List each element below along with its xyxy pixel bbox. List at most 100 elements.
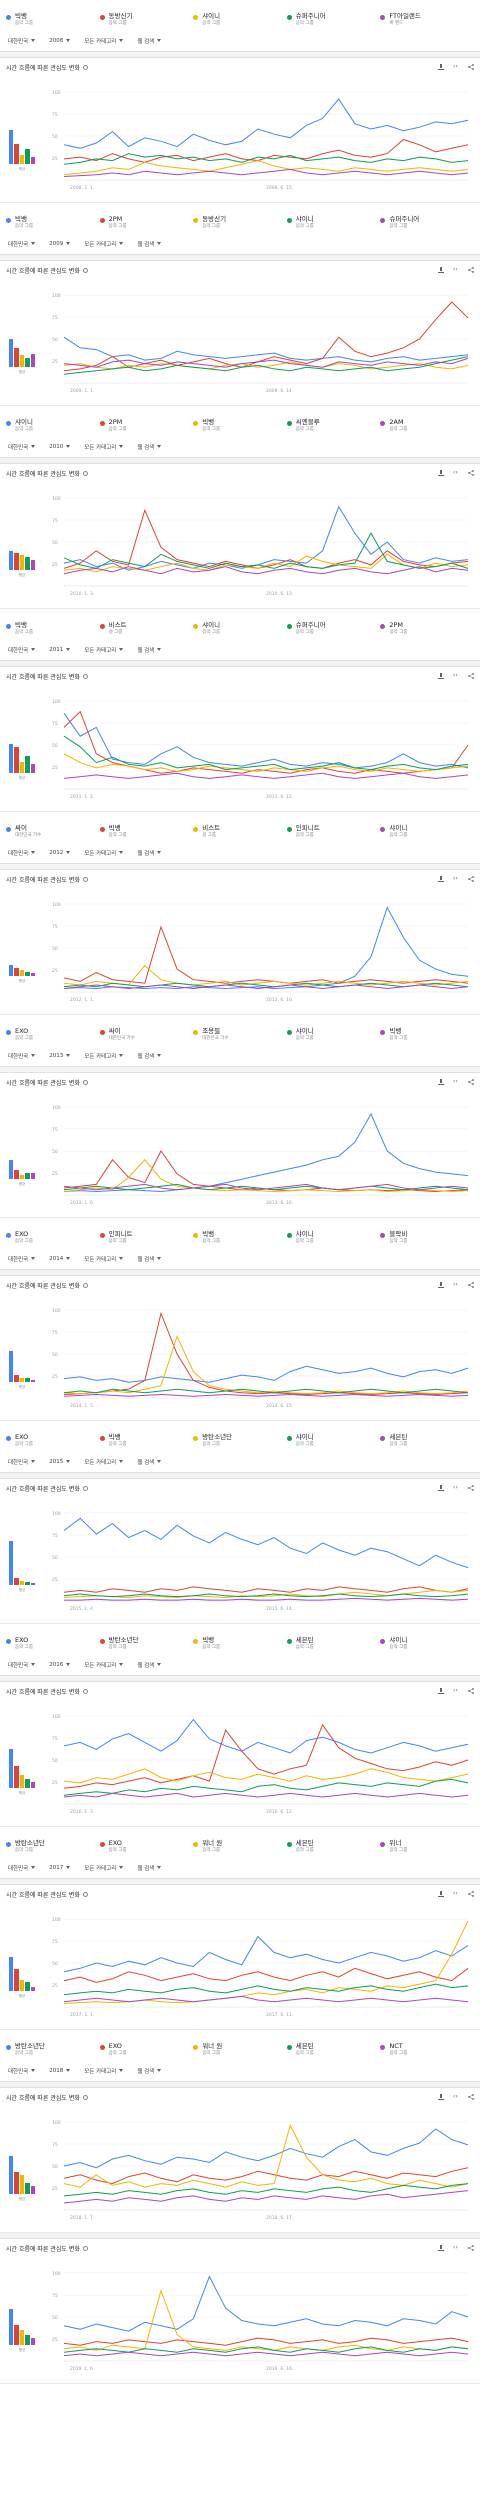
year-filter[interactable]: 2013	[49, 1053, 71, 1059]
download-icon[interactable]	[438, 1891, 444, 1897]
help-icon[interactable]	[82, 2245, 88, 2251]
compare-term[interactable]: 방탄소년단 음악 그룹	[99, 1630, 194, 1654]
year-filter[interactable]: 2011	[49, 647, 71, 653]
search-type-filter[interactable]: 웹 검색	[137, 1864, 162, 1872]
compare-term[interactable]: 2PM 음악 그룹	[99, 209, 194, 233]
search-type-filter[interactable]: 웹 검색	[137, 1661, 162, 1669]
compare-term[interactable]: 동방신기 음악 그룹	[99, 6, 194, 30]
compare-term[interactable]: 샤이니 음악 그룹	[286, 1224, 381, 1248]
compare-term[interactable]: EXO 음악 그룹	[6, 1427, 100, 1451]
compare-term[interactable]: 조용필 대한민국 가수	[193, 1021, 287, 1045]
share-icon[interactable]	[468, 1891, 474, 1897]
compare-term[interactable]: EXO 음악 그룹	[99, 1833, 194, 1857]
help-icon[interactable]	[82, 1688, 88, 1694]
year-filter[interactable]: 2012	[49, 850, 71, 856]
help-icon[interactable]	[82, 1282, 88, 1288]
compare-term[interactable]: 샤이니 음악 그룹	[193, 615, 287, 639]
year-filter[interactable]: 2018	[49, 2068, 71, 2074]
category-filter[interactable]: 모든 카테고리	[84, 1864, 124, 1872]
year-filter[interactable]: 2017	[49, 1865, 71, 1871]
compare-term[interactable]: 샤이니 음악 그룹	[380, 818, 474, 842]
compare-term[interactable]: EXO 음악 그룹	[6, 1630, 100, 1654]
search-type-filter[interactable]: 웹 검색	[137, 443, 162, 451]
share-icon[interactable]	[468, 1688, 474, 1694]
help-icon[interactable]	[82, 1891, 88, 1897]
search-type-filter[interactable]: 웹 검색	[137, 2067, 162, 2075]
compare-term[interactable]: 빅뱅 음악 그룹	[193, 1630, 287, 1654]
country-filter[interactable]: 대한민국	[8, 1255, 36, 1263]
compare-term[interactable]: 2PM 음악 그룹	[380, 615, 474, 639]
category-filter[interactable]: 모든 카테고리	[84, 1661, 124, 1669]
share-icon[interactable]	[468, 267, 474, 273]
embed-icon[interactable]: ‹›	[453, 1078, 458, 1085]
compare-term[interactable]: 방탄소년단 음악 그룹	[193, 1427, 287, 1451]
search-type-filter[interactable]: 웹 검색	[137, 1052, 162, 1060]
compare-term[interactable]: EXO 음악 그룹	[6, 1224, 100, 1248]
search-type-filter[interactable]: 웹 검색	[137, 1458, 162, 1466]
year-filter[interactable]: 2008	[49, 38, 71, 44]
help-icon[interactable]	[82, 1079, 88, 1085]
embed-icon[interactable]: ‹›	[453, 2093, 458, 2100]
embed-icon[interactable]: ‹›	[453, 1281, 458, 1288]
compare-term[interactable]: 빅뱅 음악 그룹	[380, 1021, 474, 1045]
share-icon[interactable]	[468, 2094, 474, 2100]
category-filter[interactable]: 모든 카테고리	[84, 2067, 124, 2075]
compare-term[interactable]: 씨엔블루 음악 그룹	[286, 412, 381, 436]
compare-term[interactable]: 빅뱅 음악 그룹	[6, 615, 100, 639]
compare-term[interactable]: 슈퍼주니어 음악 그룹	[286, 6, 381, 30]
download-icon[interactable]	[438, 876, 444, 882]
compare-term[interactable]: 위너 음악 그룹	[380, 1833, 474, 1857]
compare-term[interactable]: 세븐틴 음악 그룹	[380, 1427, 474, 1451]
compare-term[interactable]: EXO 음악 그룹	[6, 1021, 100, 1045]
year-filter[interactable]: 2009	[49, 241, 71, 247]
compare-term[interactable]: 방탄소년단 음악 그룹	[6, 2036, 100, 2060]
category-filter[interactable]: 모든 카테고리	[84, 1052, 124, 1060]
compare-term[interactable]: 블락비 음악 그룹	[380, 1224, 474, 1248]
embed-icon[interactable]: ‹›	[453, 1890, 458, 1897]
compare-term[interactable]: 샤이니 음악 그룹	[6, 412, 100, 436]
year-filter[interactable]: 2010	[49, 444, 71, 450]
country-filter[interactable]: 대한민국	[8, 1661, 36, 1669]
compare-term[interactable]: 빅뱅 음악 그룹	[193, 1224, 287, 1248]
compare-term[interactable]: 워너 원 음악 그룹	[193, 2036, 287, 2060]
compare-term[interactable]: 비스트 걸 그룹	[99, 615, 194, 639]
download-icon[interactable]	[438, 2094, 444, 2100]
country-filter[interactable]: 대한민국	[8, 1864, 36, 1872]
year-filter[interactable]: 2016	[49, 1662, 71, 1668]
compare-term[interactable]: 빅뱅 음악 그룹	[6, 209, 100, 233]
embed-icon[interactable]: ‹›	[453, 672, 458, 679]
compare-term[interactable]: 샤이니 음악 그룹	[286, 209, 381, 233]
category-filter[interactable]: 모든 카테고리	[84, 37, 124, 45]
search-type-filter[interactable]: 웹 검색	[137, 646, 162, 654]
compare-term[interactable]: 빅뱅 음악 그룹	[193, 412, 287, 436]
compare-term[interactable]: 샤이니 음악 그룹	[380, 1630, 474, 1654]
compare-term[interactable]: 싸이 대한민국 가수	[6, 818, 100, 842]
compare-term[interactable]: 인피니트 음악 그룹	[99, 1224, 194, 1248]
help-icon[interactable]	[82, 2094, 88, 2100]
embed-icon[interactable]: ‹›	[453, 1484, 458, 1491]
category-filter[interactable]: 모든 카테고리	[84, 849, 124, 857]
category-filter[interactable]: 모든 카테고리	[84, 240, 124, 248]
compare-term[interactable]: 세븐틴 음악 그룹	[286, 1833, 381, 1857]
embed-icon[interactable]: ‹›	[453, 266, 458, 273]
share-icon[interactable]	[468, 64, 474, 70]
download-icon[interactable]	[438, 2245, 444, 2251]
download-icon[interactable]	[438, 1485, 444, 1491]
help-icon[interactable]	[82, 1485, 88, 1491]
compare-term[interactable]: 워너 원 음악 그룹	[193, 1833, 287, 1857]
category-filter[interactable]: 모든 카테고리	[84, 1458, 124, 1466]
share-icon[interactable]	[468, 1282, 474, 1288]
compare-term[interactable]: NCT 음악 그룹	[380, 2036, 474, 2060]
download-icon[interactable]	[438, 267, 444, 273]
compare-term[interactable]: 샤이니 음악 그룹	[286, 1427, 381, 1451]
compare-term[interactable]: 2AM 음악 그룹	[380, 412, 474, 436]
compare-term[interactable]: 슈퍼주니어 음악 그룹	[380, 209, 474, 233]
share-icon[interactable]	[468, 1079, 474, 1085]
compare-term[interactable]: EXO 음악 그룹	[99, 2036, 194, 2060]
download-icon[interactable]	[438, 673, 444, 679]
search-type-filter[interactable]: 웹 검색	[137, 240, 162, 248]
search-type-filter[interactable]: 웹 검색	[137, 849, 162, 857]
download-icon[interactable]	[438, 1282, 444, 1288]
search-type-filter[interactable]: 웹 검색	[137, 1255, 162, 1263]
search-type-filter[interactable]: 웹 검색	[137, 37, 162, 45]
